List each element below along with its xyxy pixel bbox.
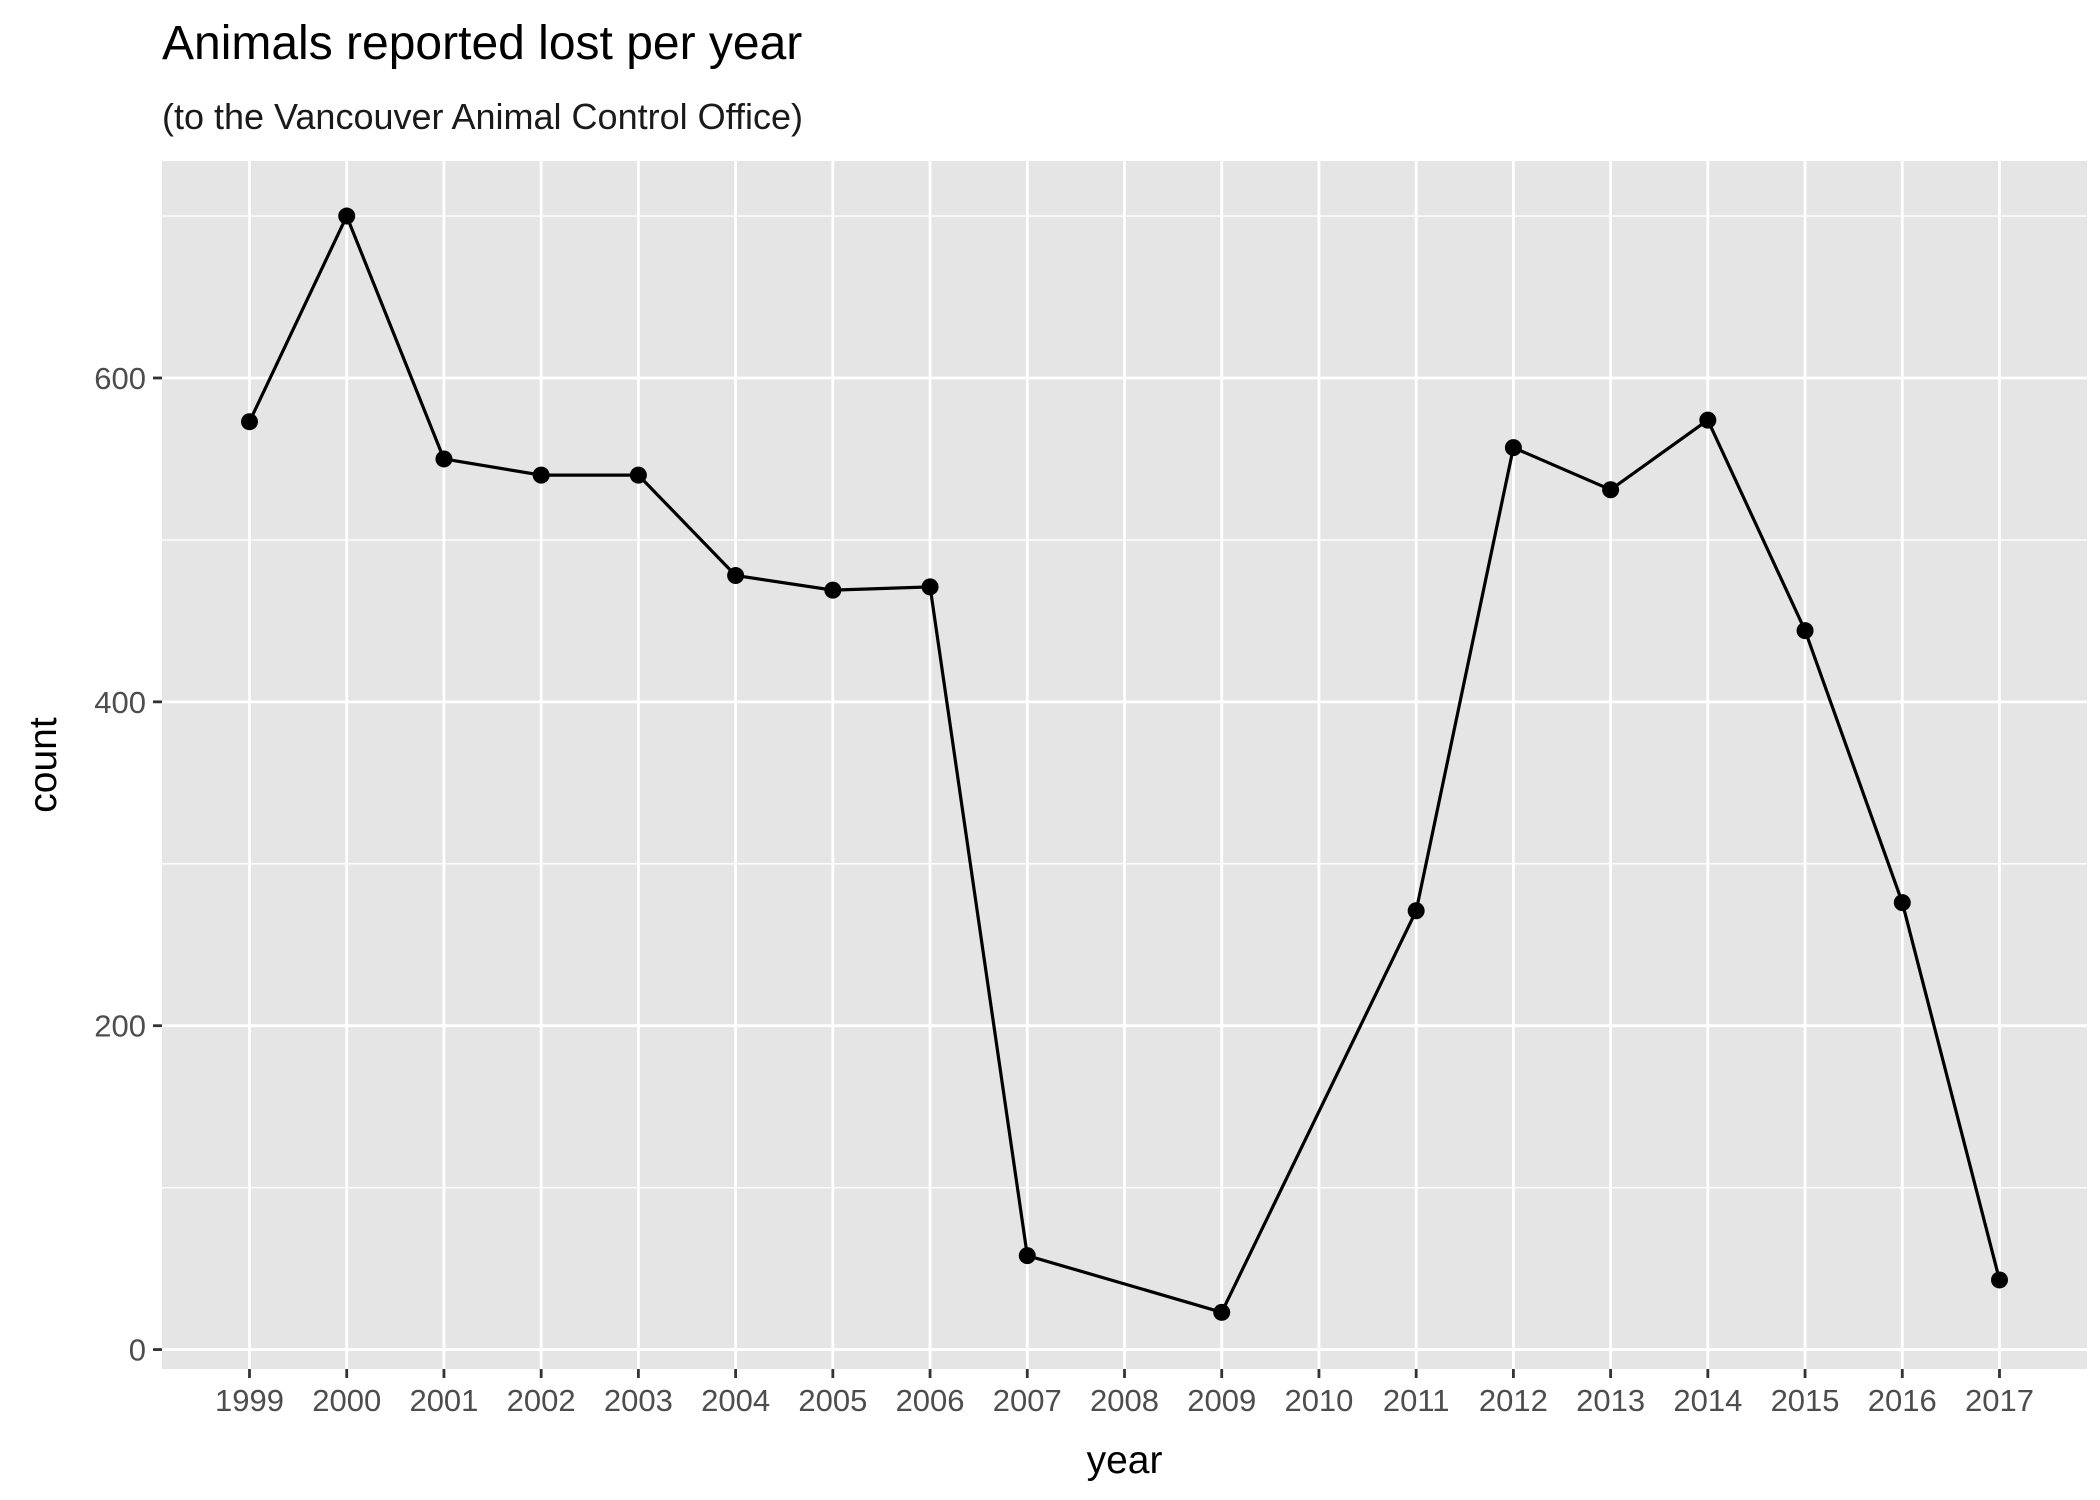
data-point	[921, 578, 939, 596]
data-point	[1893, 894, 1911, 912]
data-point	[1991, 1271, 2008, 1289]
x-tick-label: 2014	[1673, 1383, 1742, 1418]
data-point	[824, 581, 842, 599]
x-tick-label: 2006	[896, 1383, 965, 1418]
chart-title: Animals reported lost per year	[162, 17, 803, 70]
y-axis: 0 200 400 600	[94, 361, 162, 1368]
x-tick-label: 2005	[798, 1383, 867, 1418]
major-gridlines	[162, 161, 2087, 1369]
y-axis-title: count	[22, 717, 65, 813]
x-tick-label: 2000	[312, 1383, 381, 1418]
x-tick-label: 2011	[1383, 1383, 1450, 1418]
data-point	[629, 466, 647, 484]
x-tick-label: 2007	[993, 1383, 1062, 1418]
data-points	[241, 207, 2008, 1321]
y-tick-label: 200	[94, 1009, 146, 1044]
data-point	[241, 413, 258, 431]
y-tick-label: 600	[94, 361, 146, 396]
x-tick-label: 2003	[604, 1383, 673, 1418]
data-point	[1699, 411, 1717, 429]
data-point	[435, 450, 453, 468]
x-tick-label: 2010	[1284, 1383, 1353, 1418]
x-tick-label: 2012	[1479, 1383, 1548, 1418]
x-tick-label: 2017	[1965, 1383, 2034, 1418]
x-axis-title: year	[1087, 1439, 1163, 1482]
x-tick-label: 2001	[409, 1383, 478, 1418]
data-point	[1018, 1247, 1036, 1265]
data-point	[727, 567, 745, 585]
x-tick-label: 2016	[1868, 1383, 1937, 1418]
data-point	[1504, 439, 1522, 457]
x-tick-label: 2002	[507, 1383, 576, 1418]
chart-subtitle: (to the Vancouver Animal Control Office)	[162, 96, 803, 137]
x-tick-label: 2013	[1576, 1383, 1645, 1418]
x-axis: 1999 2000 2001 2002 2003 2004 2005 2006 2007 2008…	[215, 1369, 2034, 1418]
data-point	[532, 466, 550, 484]
y-tick-label: 400	[94, 685, 146, 720]
data-point	[1796, 622, 1814, 640]
x-tick-label: 1999	[215, 1383, 284, 1418]
x-tick-label: 2015	[1771, 1383, 1840, 1418]
data-point	[338, 207, 356, 225]
x-tick-label: 2004	[701, 1383, 770, 1418]
y-tick-label: 0	[129, 1333, 146, 1368]
data-point	[1407, 902, 1425, 920]
data-point	[1213, 1303, 1231, 1321]
data-point	[1602, 481, 1620, 499]
x-tick-label: 2009	[1187, 1383, 1256, 1418]
x-tick-label: 2008	[1090, 1383, 1159, 1418]
